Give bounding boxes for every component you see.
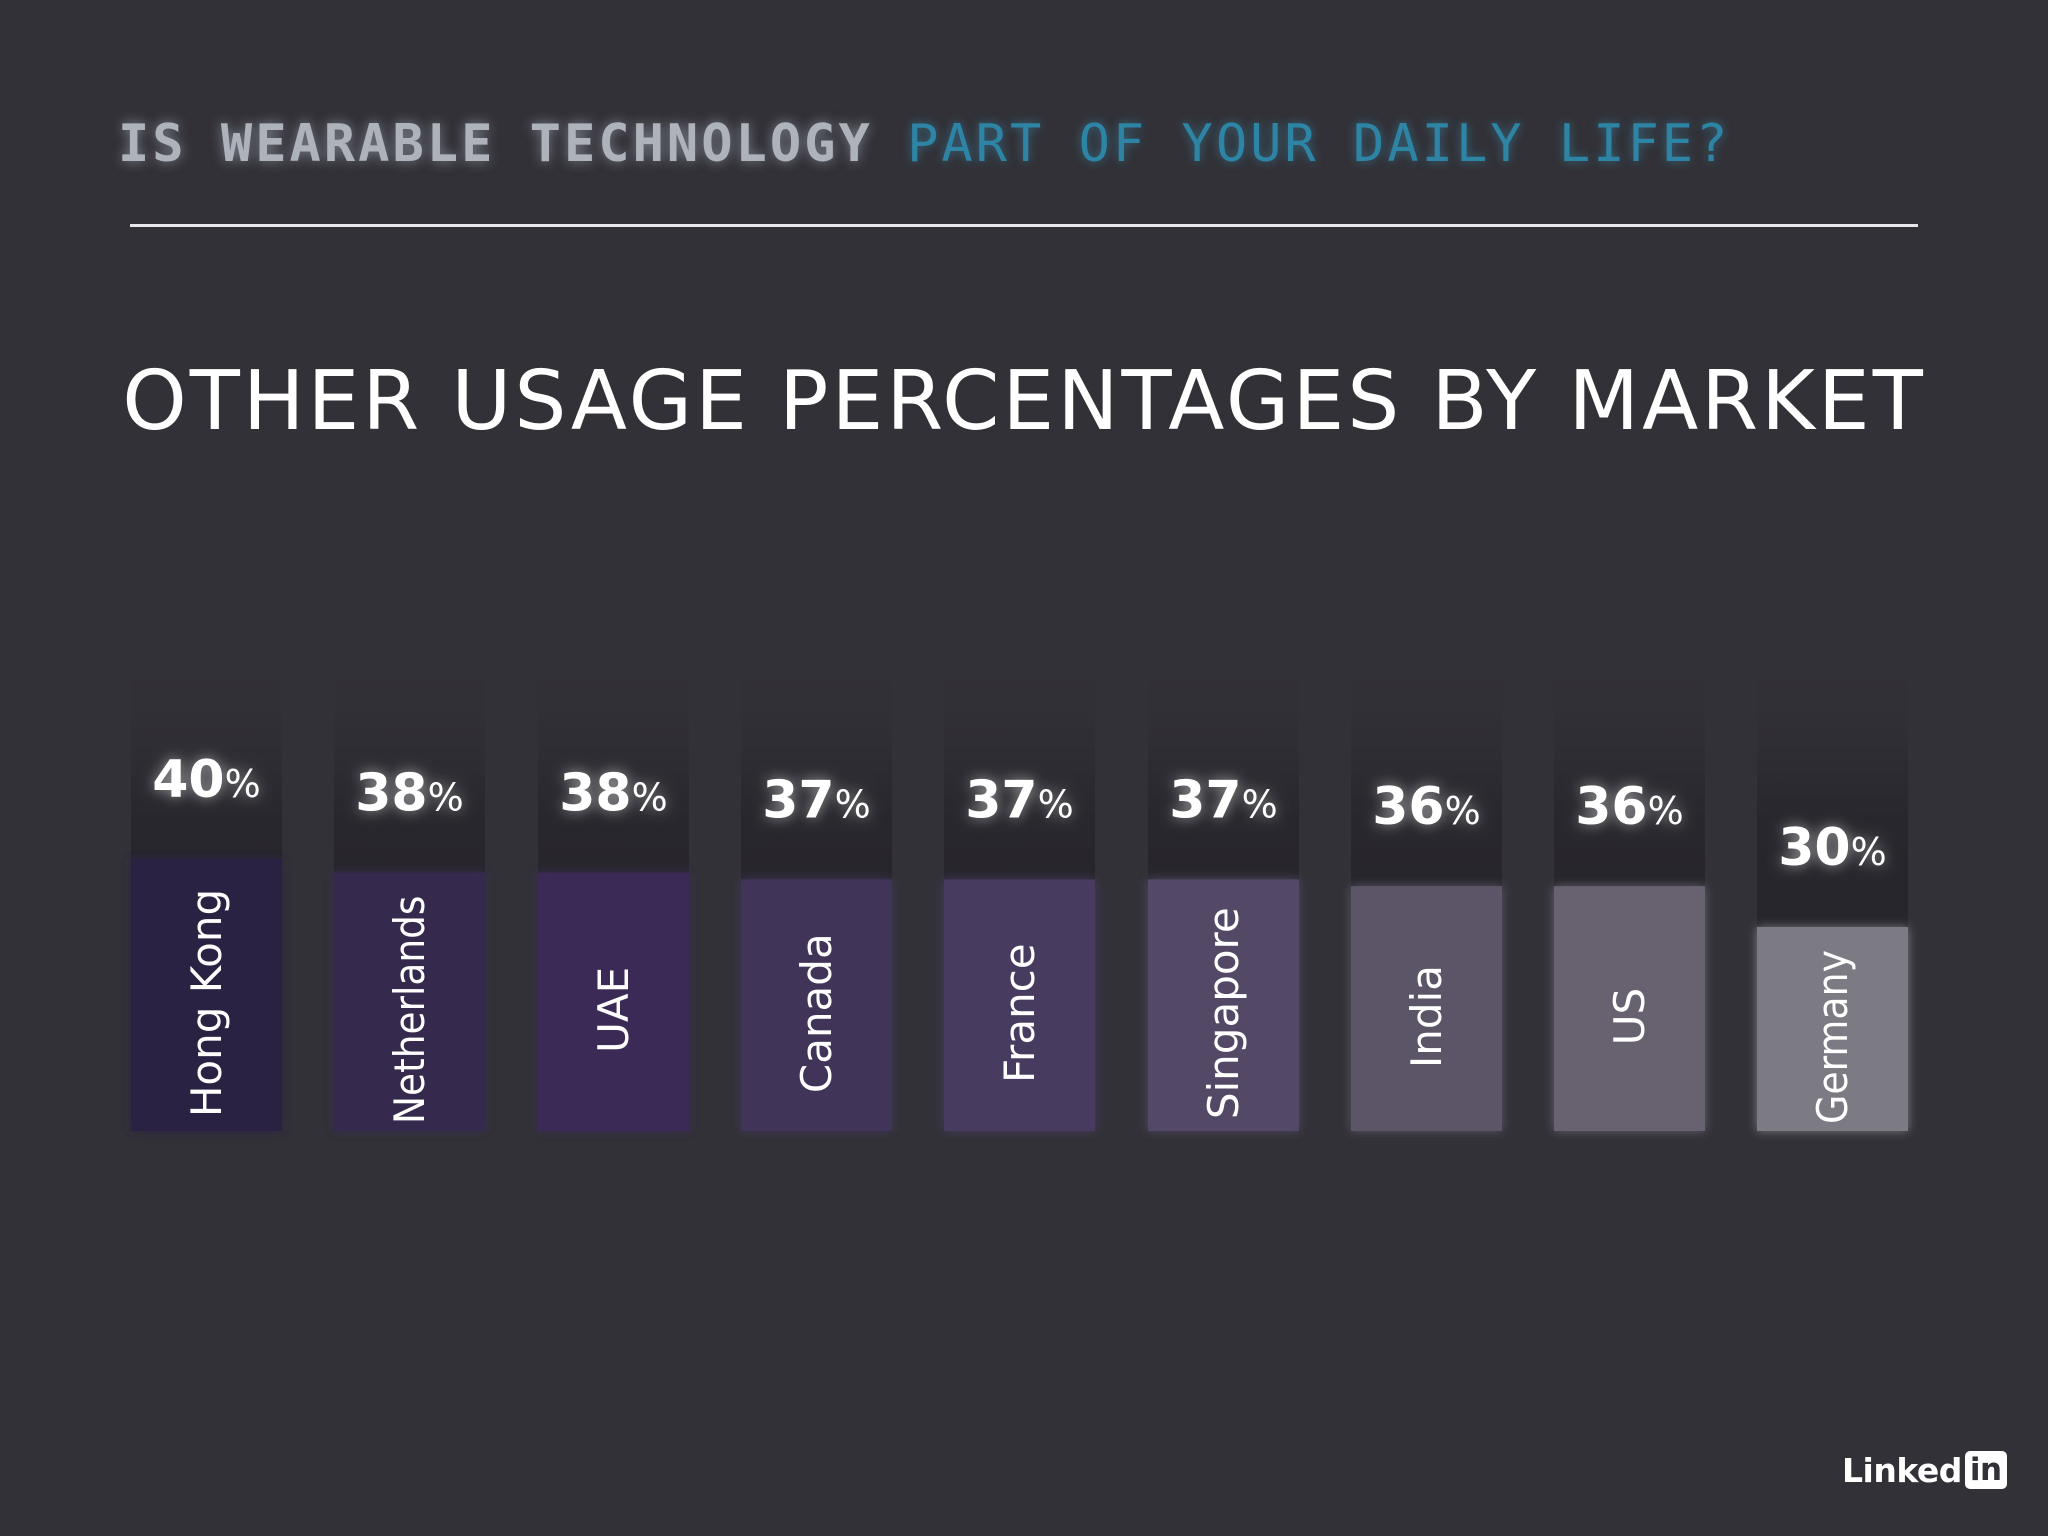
bar — [538, 872, 689, 1131]
bar — [131, 859, 282, 1131]
category-label: UAE — [589, 967, 638, 1053]
data-label: 37% — [965, 770, 1073, 830]
category-label: Germany — [1808, 950, 1857, 1124]
bar-group: 37% Canada — [741, 646, 892, 1131]
bar — [944, 879, 1095, 1131]
linkedin-logo: Linked in — [1842, 1448, 2007, 1492]
bar — [1757, 927, 1908, 1131]
bar-group: 36% US — [1554, 646, 1705, 1131]
category-label: France — [995, 943, 1044, 1083]
bars-layer: 40% Hong Kong 38% Netherlands 38% UAE 37% Canad… — [131, 646, 1908, 1131]
bar — [1554, 886, 1705, 1131]
bar-group: 37% France — [944, 646, 1095, 1131]
category-label: US — [1605, 988, 1654, 1045]
chart-title: OTHER USAGE PERCENTAGES BY MARKET — [122, 354, 1926, 449]
data-label: 40% — [152, 750, 260, 810]
category-label: Singapore — [1199, 907, 1248, 1119]
bar-group: 38% Netherlands — [334, 646, 485, 1131]
logo-text-linked: Linked — [1842, 1450, 1962, 1490]
category-label: Hong Kong — [182, 889, 231, 1117]
bar — [741, 879, 892, 1131]
bar-group: 37% Singapore — [1148, 646, 1299, 1131]
header-divider — [130, 224, 1918, 227]
bar-group: 36% India — [1351, 646, 1502, 1131]
data-label: 38% — [559, 764, 667, 824]
category-label: India — [1402, 965, 1451, 1068]
data-label: 36% — [1372, 777, 1480, 837]
header-banner: IS WEARABLE TECHNOLOGY PART OF YOUR DAIL… — [118, 112, 1918, 176]
header-question-part1: IS WEARABLE TECHNOLOGY — [118, 114, 873, 174]
logo-text-in: in — [1964, 1451, 2007, 1489]
category-label: Netherlands — [385, 896, 434, 1124]
bar — [1351, 886, 1502, 1131]
header-question-part2: PART OF YOUR DAILY LIFE? — [907, 114, 1731, 174]
data-label: 36% — [1575, 777, 1683, 837]
data-label: 38% — [355, 764, 463, 824]
bar-group: 30% Germany — [1757, 646, 1908, 1131]
bar-group: 38% UAE — [538, 646, 689, 1131]
bar — [334, 872, 485, 1131]
bar — [1148, 879, 1299, 1131]
data-label: 37% — [1169, 770, 1277, 830]
category-label: Canada — [792, 933, 841, 1093]
data-label: 37% — [762, 770, 870, 830]
bar-group: 40% Hong Kong — [131, 646, 282, 1131]
data-label: 30% — [1778, 818, 1886, 878]
